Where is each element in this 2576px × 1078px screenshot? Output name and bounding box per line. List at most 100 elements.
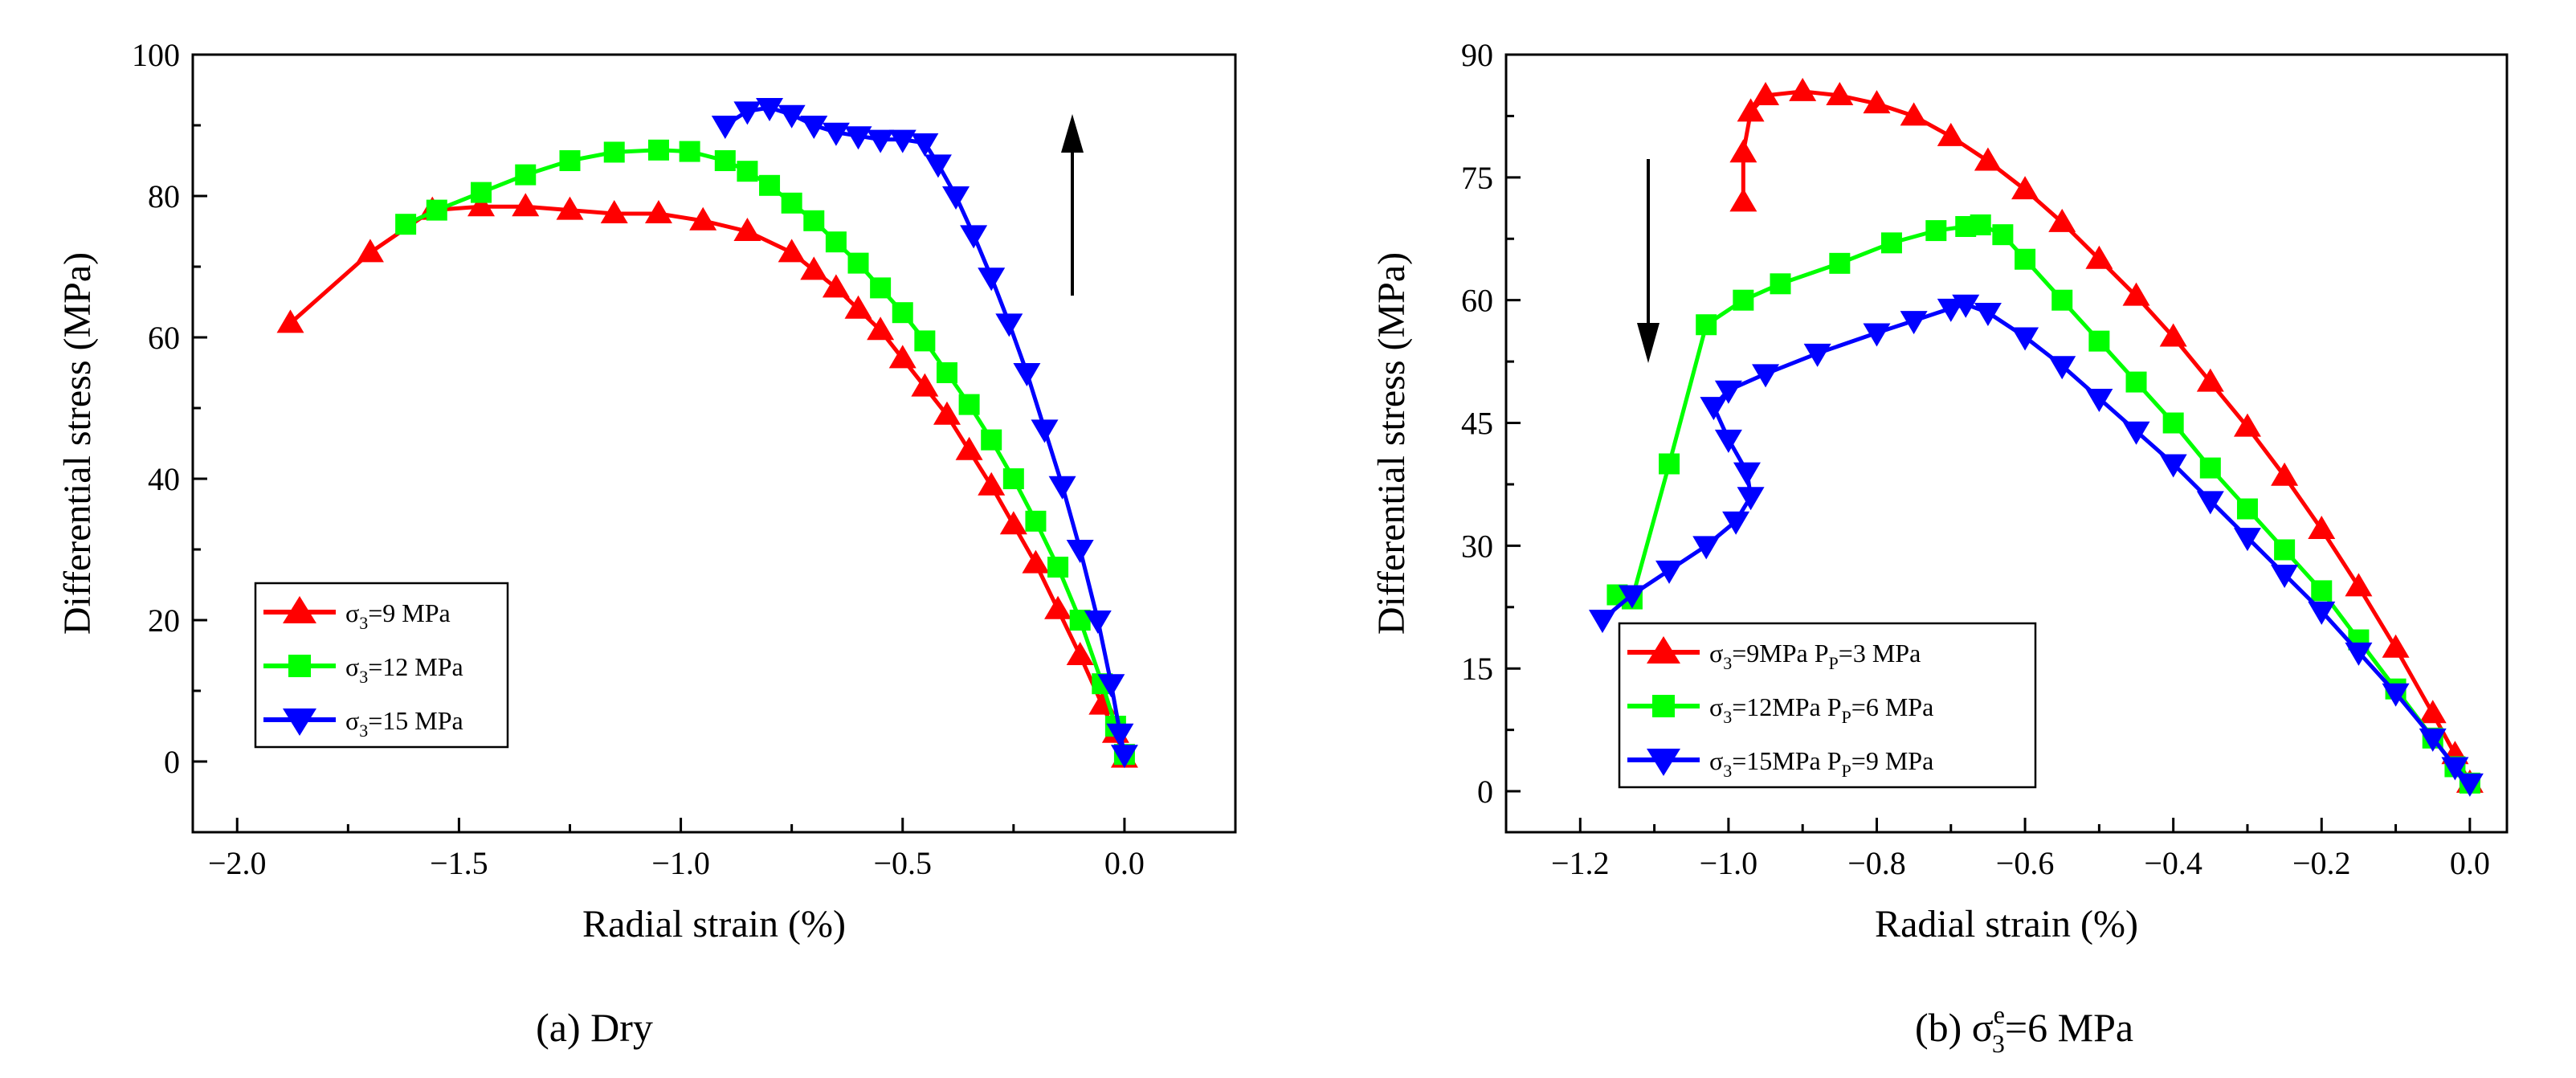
panel-a-x-tick-label: −1.5 [430, 845, 488, 881]
data-point-square [1925, 220, 1947, 242]
panel-b-x-tick-label: −0.6 [1996, 845, 2055, 881]
panel-b-down-arrow [1637, 159, 1659, 363]
data-point-triangle-down [778, 104, 806, 129]
data-point-triangle-up [844, 295, 872, 319]
panel-a-caption: (a) Dry [536, 1005, 653, 1050]
data-point-triangle-down [2382, 683, 2410, 707]
panel-b-x-tick-label: −1.0 [1700, 845, 1758, 881]
data-point-triangle-up [2011, 176, 2039, 200]
svg-text:σ3=12 MPa: σ3=12 MPa [345, 652, 463, 687]
panel-b-ticks [1506, 53, 2472, 832]
data-point-triangle-down [1110, 745, 1138, 769]
legend-sub: 3 [359, 667, 368, 687]
data-point-square [2088, 330, 2110, 352]
data-point-square [1002, 468, 1024, 489]
data-point-triangle-down [1952, 294, 1980, 318]
legend-label-15mpa: =15 MPa [368, 706, 463, 735]
data-point-triangle-up [512, 193, 540, 217]
data-point-triangle-down [1655, 560, 1684, 584]
panel-a-legend-item: σ3=12 MPa [263, 652, 463, 687]
data-point-triangle-down [942, 186, 970, 210]
panel-a-x-tick-label: −2.0 [208, 845, 267, 881]
data-point-triangle-up [1937, 122, 1965, 146]
data-point-triangle-up [1863, 90, 1891, 114]
panel-a-x-tick-label: 0.0 [1104, 845, 1145, 881]
data-point-triangle-down [1714, 380, 1742, 404]
panel-a-up-arrow [1061, 114, 1084, 296]
panel-b-x-tick-labels: −1.2 −1.0 −0.8 −0.6 −0.4 −0.2 0.0 [1551, 845, 2490, 881]
data-point-triangle-down [1588, 610, 1616, 634]
data-point-triangle-down [844, 126, 872, 150]
legend-sigma: σ [1709, 746, 1723, 775]
panel-b-y-tick-label: 90 [1461, 37, 1493, 73]
data-point-triangle-up [1826, 81, 1854, 105]
data-point-triangle-up [999, 511, 1027, 535]
panel-a-y-axis-label: Differential stress (MPa) [56, 252, 99, 635]
panel-b-y-tick-label: 60 [1461, 283, 1493, 319]
data-point-triangle-down [1733, 462, 1761, 486]
caption-sub: 3 [1992, 1029, 2005, 1058]
legend-sub: 3 [359, 613, 368, 633]
data-point-square [2015, 248, 2036, 270]
data-point-square [2236, 498, 2258, 520]
data-point-triangle-up [2233, 413, 2261, 437]
data-point-triangle-up [822, 274, 850, 298]
data-point-triangle-up [2308, 515, 2336, 539]
data-point-triangle-down [2048, 356, 2076, 380]
svg-text:σ3=9 MPa: σ3=9 MPa [345, 598, 451, 633]
legend-sigma: σ [345, 706, 359, 735]
data-point-triangle-down [822, 122, 850, 146]
legend-label-12mpa: =12 MPa [368, 652, 463, 681]
data-point-square [1659, 453, 1680, 475]
data-point-triangle-up [356, 239, 384, 263]
data-point-triangle-up [600, 200, 628, 223]
data-point-triangle-down [711, 116, 739, 139]
data-point-triangle-up [933, 401, 961, 425]
legend-label-9mpa: =9MPa P [1732, 639, 1828, 668]
data-point-triangle-up [2271, 462, 2299, 486]
panel-b-series [1588, 77, 2484, 797]
data-point-triangle-down [1097, 674, 1125, 698]
data-point-square [847, 252, 869, 274]
panel-a-x-axis-label: Radial strain (%) [582, 903, 846, 945]
panel-b-effective-stress: −1.2 −1.0 −0.8 −0.6 −0.4 −0.2 0.0 0 15 3… [1370, 37, 2509, 1058]
data-point-square [2274, 539, 2296, 561]
data-point-triangle-down [800, 116, 828, 139]
panel-a-y-tick-label: 40 [148, 461, 180, 497]
panel-a-x-tick-labels: −2.0 −1.5 −1.0 −0.5 0.0 [208, 845, 1145, 881]
data-point-square [515, 164, 537, 186]
panel-a-x-tick-label: −0.5 [873, 845, 932, 881]
data-point-square [1970, 214, 1991, 235]
legend-sub: 3 [1723, 653, 1732, 673]
svg-text:σ3=15 MPa: σ3=15 MPa [345, 706, 463, 741]
data-point-square [914, 330, 936, 352]
panel-b-y-tick-labels: 0 15 30 45 60 75 90 [1461, 37, 1493, 810]
panel-a-y-tick-label: 60 [148, 320, 180, 356]
data-point-square [1047, 557, 1069, 578]
panel-a-ticks [193, 53, 1126, 832]
caption-sup: e [1994, 1000, 2005, 1029]
data-point-triangle-up [276, 309, 304, 333]
legend-label-pp3: =3 MPa [1839, 639, 1921, 668]
data-point-square [1880, 232, 1902, 254]
data-point-triangle-down [1937, 298, 1965, 322]
data-point-triangle-down [1084, 610, 1112, 634]
legend-sub: 3 [1723, 707, 1732, 727]
svg-text:σ3=15MPa PP=9 MPa: σ3=15MPa PP=9 MPa [1709, 746, 1933, 781]
legend-sigma: σ [1709, 639, 1723, 668]
caption-rest: =6 MPa [2005, 1005, 2133, 1050]
data-point-triangle-down [756, 98, 784, 121]
data-point-triangle-down [995, 313, 1023, 337]
panel-b-caption: (b) σe 3=6 MPa [1915, 1000, 2133, 1058]
caption-prefix: (b) σ [1915, 1005, 1994, 1050]
data-point-triangle-down [1048, 476, 1076, 500]
panel-b-y-tick-label: 75 [1461, 160, 1493, 196]
panel-a-y-tick-label: 80 [148, 178, 180, 214]
data-point-square [1025, 510, 1047, 532]
panel-a-x-tick-label: −1.0 [651, 845, 710, 881]
legend-sub: 3 [1723, 761, 1732, 781]
legend-label-9mpa: =9 MPa [368, 598, 451, 627]
panel-a-y-tick-labels: 0 20 40 60 80 100 [132, 37, 180, 780]
panel-b-legend: σ3=9MPa PP=3 MPa σ3=12MPa PP=6 MPa σ3=15… [1618, 622, 2037, 789]
legend-label-pp6: =6 MPa [1851, 692, 1934, 721]
